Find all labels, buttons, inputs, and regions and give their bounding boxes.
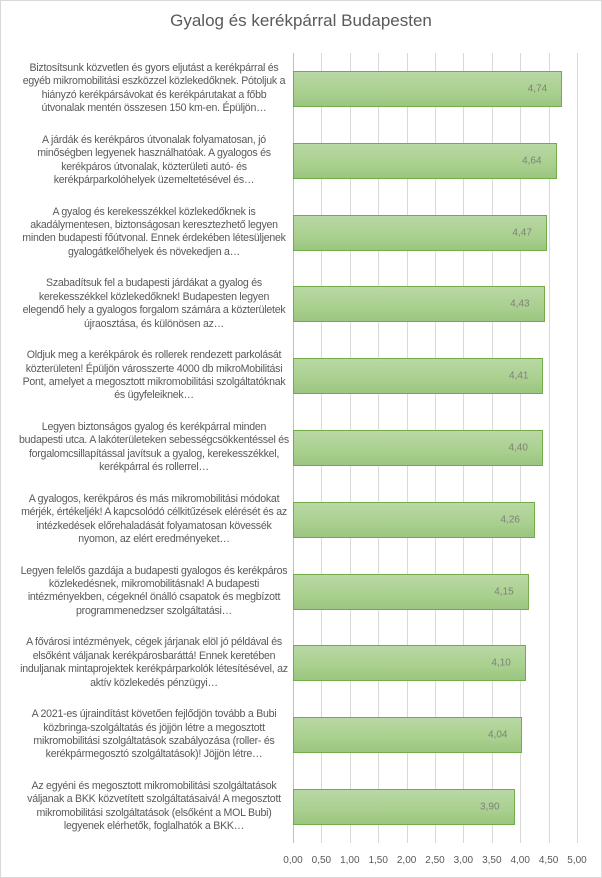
data-label: 4,47 bbox=[512, 227, 532, 238]
data-label: 4,40 bbox=[508, 442, 528, 454]
x-tick-label: 2,00 bbox=[396, 855, 417, 866]
gridline bbox=[548, 53, 550, 843]
data-label: 4,43 bbox=[510, 298, 530, 310]
bar: 4,15 bbox=[293, 573, 529, 610]
data-label: 4,15 bbox=[494, 586, 514, 597]
category-label: A fővárosi intézmények, cégek járjanak e… bbox=[20, 636, 288, 689]
category-label: Az egyéni és megosztott mikromobilitási … bbox=[27, 780, 281, 833]
bar: 3,90 bbox=[293, 788, 515, 825]
category-label: A 2021-es újraindítást követően fejlődjö… bbox=[31, 708, 277, 761]
x-tick-label: 4,00 bbox=[510, 855, 530, 866]
x-tick-label: 5,00 bbox=[567, 855, 587, 866]
category-label: Biztosítsunk közvetlen és gyors eljutást… bbox=[22, 62, 286, 115]
x-tick-label: 1,00 bbox=[340, 855, 360, 866]
x-tick-label: 4,50 bbox=[538, 855, 559, 866]
data-label: 4,10 bbox=[491, 657, 511, 669]
bar: 4,04 bbox=[293, 717, 523, 754]
bar: 4,74 bbox=[293, 70, 563, 107]
x-tick-label: 0,50 bbox=[311, 855, 332, 866]
data-label: 4,64 bbox=[522, 155, 542, 167]
category-label: A gyalogos, kerékpáros és más mikromobil… bbox=[21, 492, 287, 546]
x-tick-label: 2,50 bbox=[425, 855, 445, 866]
chart-title: Gyalog és kerékpárral Budapesten bbox=[170, 11, 432, 30]
data-label: 3,90 bbox=[480, 801, 500, 813]
x-tick-label: 3,50 bbox=[482, 855, 502, 866]
bar: 4,43 bbox=[293, 286, 545, 323]
data-label: 4,04 bbox=[488, 729, 508, 741]
category-label: A gyalog és kerekesszékkel közlekedőknek… bbox=[22, 205, 286, 258]
category-label: Szabadítsuk fel a budapesti járdákat a g… bbox=[22, 277, 286, 330]
x-tick-label: 0,00 bbox=[283, 855, 303, 866]
category-label: A járdák és kerékpáros útvonalak folyama… bbox=[37, 133, 271, 187]
x-tick-label: 1,50 bbox=[368, 855, 388, 866]
bar: 4,10 bbox=[293, 645, 526, 682]
bar: 4,26 bbox=[293, 501, 535, 538]
bar: 4,41 bbox=[293, 358, 544, 395]
x-tick-label: 3,00 bbox=[453, 855, 474, 866]
data-label: 4,26 bbox=[500, 514, 520, 526]
bar: 4,47 bbox=[293, 214, 547, 251]
bar: 4,40 bbox=[293, 429, 543, 466]
gridline bbox=[577, 53, 578, 843]
category-label: Legyen felelős gazdája a budapesti gyalo… bbox=[20, 564, 288, 617]
category-label: Legyen biztonságos gyalog és kerékpárral… bbox=[19, 421, 289, 474]
category-label: Oldjuk meg a kerékpárok és rollerek rend… bbox=[22, 349, 286, 402]
bar: 4,64 bbox=[293, 142, 557, 179]
data-label: 4,41 bbox=[509, 370, 529, 382]
data-label: 4,74 bbox=[527, 83, 548, 95]
